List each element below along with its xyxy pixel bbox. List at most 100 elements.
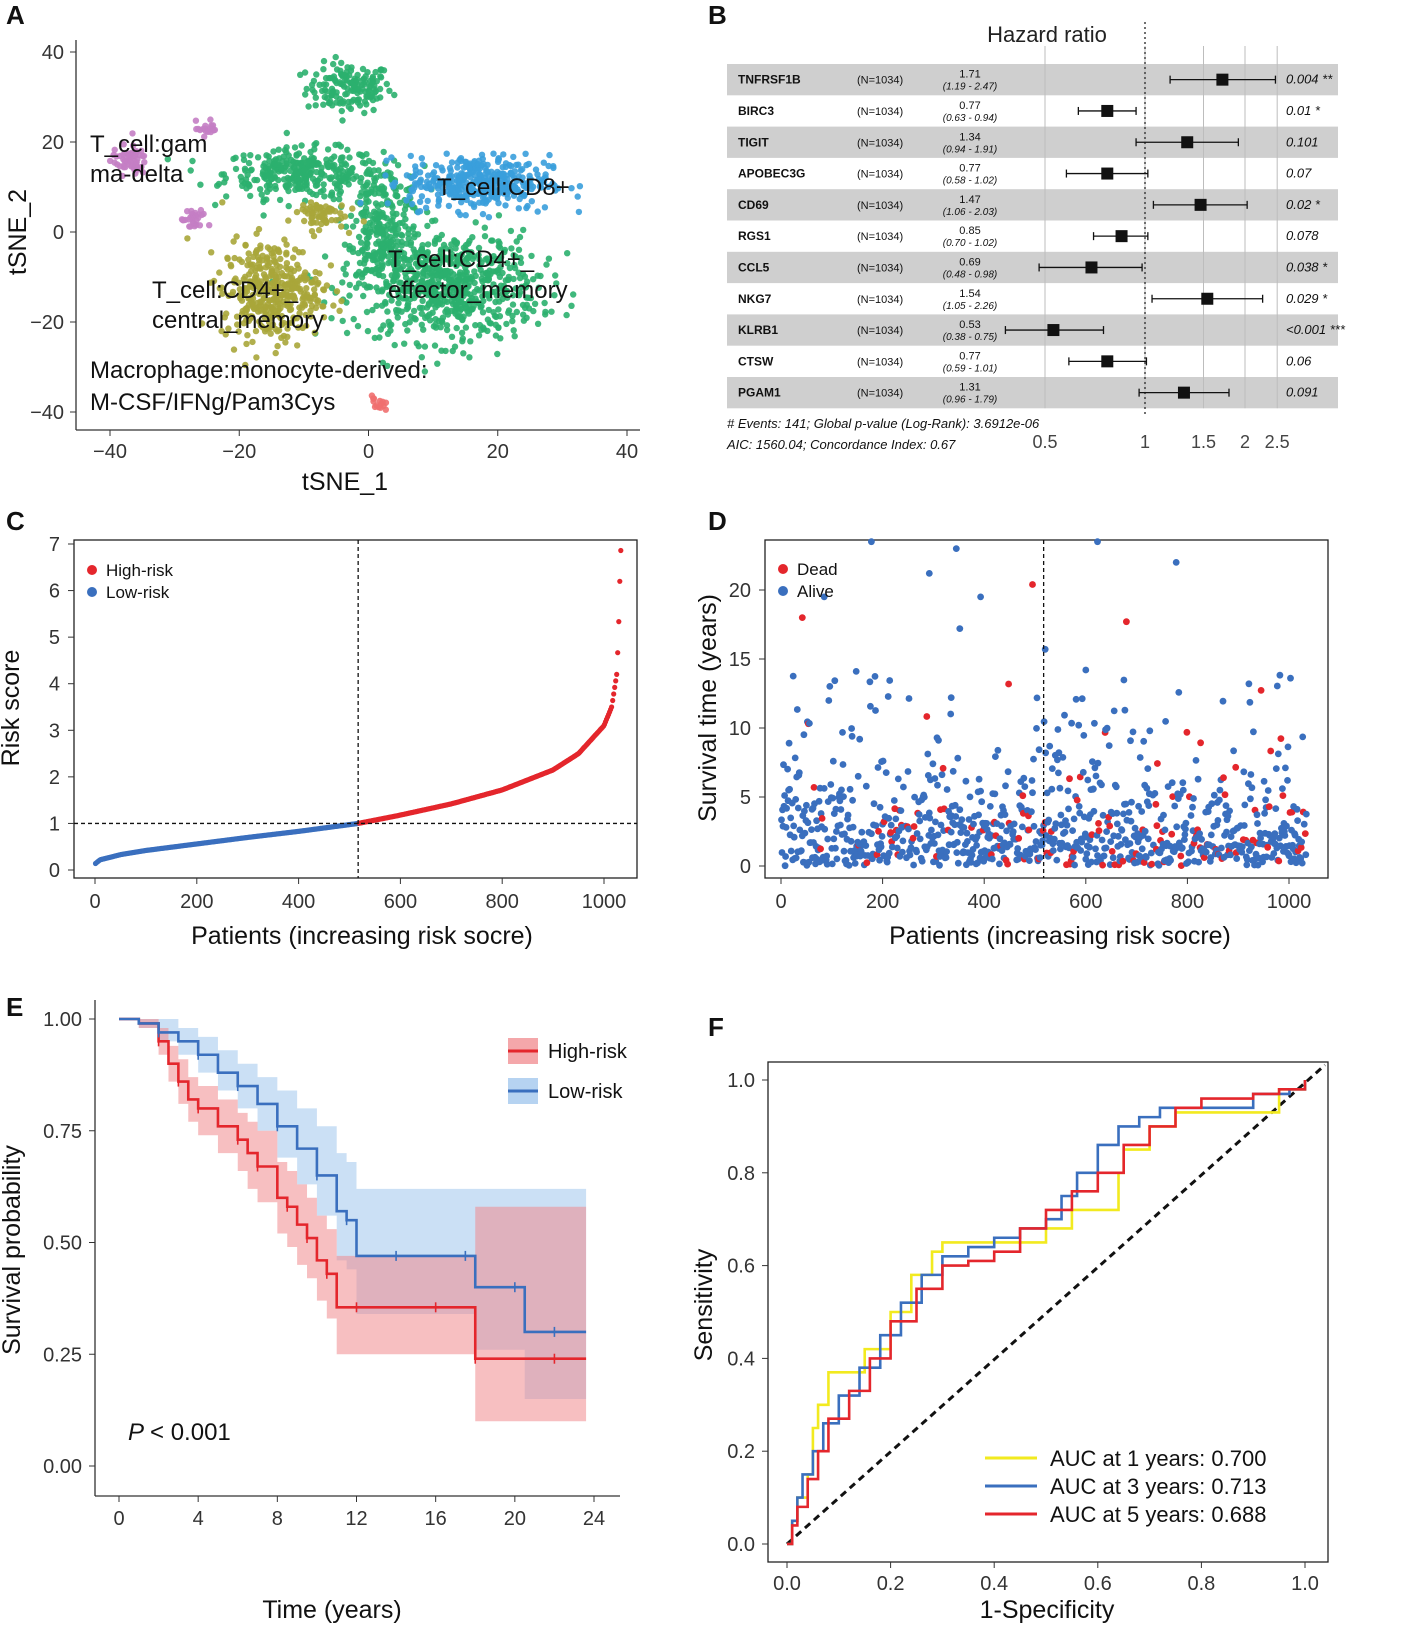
survival-point — [1021, 783, 1028, 790]
survival-point — [788, 848, 795, 855]
tsne-point — [520, 227, 526, 233]
survival-point — [886, 850, 893, 857]
survival-point — [1138, 808, 1145, 815]
tsne-x-tick-label: −40 — [93, 441, 127, 463]
tsne-point — [359, 153, 365, 159]
tsne-point — [444, 151, 450, 157]
survival-point — [967, 794, 974, 801]
survival-point — [969, 852, 976, 859]
survival-point — [1211, 792, 1218, 799]
tsne-point — [371, 82, 377, 88]
tsne-point — [348, 68, 354, 74]
survival-point — [1175, 689, 1182, 696]
forest-n: (N=1034) — [857, 200, 903, 212]
survival-point — [829, 795, 836, 802]
forest-hr-marker — [1116, 230, 1128, 242]
tsne-point — [367, 212, 373, 218]
legend-dead-label: Dead — [797, 560, 838, 579]
tsne-point — [328, 262, 334, 268]
survival-point — [1080, 769, 1087, 776]
survival-point — [1064, 822, 1071, 829]
tsne-point — [287, 168, 293, 174]
tsne-point — [509, 313, 515, 319]
tsne-point — [480, 211, 486, 217]
tsne-point — [533, 166, 539, 172]
survival-point — [906, 695, 913, 702]
tsne-point — [305, 103, 311, 109]
survival-point — [950, 768, 957, 775]
legend-roc-5yr-label: AUC at 5 years: 0.688 — [1050, 1502, 1266, 1527]
tsne-point — [184, 235, 190, 241]
tsne-point — [324, 161, 330, 167]
tsne-point — [361, 218, 367, 224]
forest-hr-value: 0.85 — [959, 225, 980, 237]
tsne-point — [522, 151, 528, 157]
legend-roc-3yr-label: AUC at 3 years: 0.713 — [1050, 1474, 1266, 1499]
survival-point — [976, 776, 983, 783]
tsne-label-effector-memory-1: T_cell:CD4+_ — [388, 246, 535, 273]
risk-y-tick-label: 5 — [49, 627, 60, 649]
survival-point — [1106, 823, 1113, 830]
tsne-point — [197, 222, 203, 228]
tsne-point — [301, 218, 307, 224]
survival-point — [1145, 802, 1152, 809]
tsne-point — [519, 166, 525, 172]
survival-point — [970, 821, 977, 828]
tsne-point — [346, 230, 352, 236]
survival-point — [805, 819, 812, 826]
tsne-point — [197, 182, 203, 188]
survival-point — [853, 668, 860, 675]
tsne-point — [313, 71, 319, 77]
tsne-point — [486, 214, 492, 220]
survival-point — [1068, 720, 1075, 727]
tsne-point — [371, 395, 377, 401]
tsne-point — [330, 302, 336, 308]
tsne-point — [325, 146, 331, 152]
tsne-point — [320, 286, 326, 292]
tsne-point — [568, 303, 574, 309]
tsne-point — [275, 248, 281, 254]
tsne-point — [424, 313, 430, 319]
forest-gene-name: RGS1 — [738, 229, 771, 243]
forest-x-tick-label: 1.5 — [1191, 432, 1216, 452]
tsne-point — [329, 90, 335, 96]
forest-gene-name: TIGIT — [738, 135, 769, 149]
tsne-point — [370, 160, 376, 166]
forest-n: (N=1034) — [857, 75, 903, 87]
survival-point — [977, 788, 984, 795]
survival-point — [783, 805, 790, 812]
tsne-point — [316, 227, 322, 233]
tsne-point — [485, 316, 491, 322]
tsne-point — [333, 80, 339, 86]
survival-point — [1189, 804, 1196, 811]
survival-point — [1179, 845, 1186, 852]
survival-point — [821, 785, 828, 792]
tsne-y-tick-label: 0 — [53, 222, 64, 244]
tsne-point — [403, 197, 409, 203]
forest-ci: (0.58 - 1.02) — [943, 176, 997, 187]
tsne-point — [374, 232, 380, 238]
tsne-point — [274, 343, 280, 349]
tsne-point — [577, 183, 583, 189]
tsne-point — [424, 179, 430, 185]
survival-point — [898, 807, 905, 814]
forest-ci: (1.19 - 2.47) — [943, 82, 997, 93]
tsne-point — [285, 266, 291, 272]
survival-y-tick-label: 0 — [740, 856, 751, 878]
survival-point — [1162, 718, 1169, 725]
survival-point — [953, 545, 960, 552]
survival-point — [1075, 722, 1082, 729]
roc-y-tick-label: 0.0 — [727, 1534, 755, 1556]
survival-point — [1104, 725, 1111, 732]
km-p-value-letter: P — [128, 1419, 144, 1446]
tsne-point — [482, 225, 488, 231]
tsne-plot: −40 −20 0 20 40−40−2002040 tSNE_1 tSNE_2 T_c… — [4, 40, 640, 496]
tsne-point — [367, 171, 373, 177]
survival-point — [1060, 754, 1067, 761]
tsne-point — [263, 152, 269, 158]
survival-point — [1232, 764, 1239, 771]
survival-point — [1055, 726, 1062, 733]
survival-point — [839, 729, 846, 736]
tsne-point — [271, 257, 277, 263]
survival-point — [1123, 618, 1130, 625]
